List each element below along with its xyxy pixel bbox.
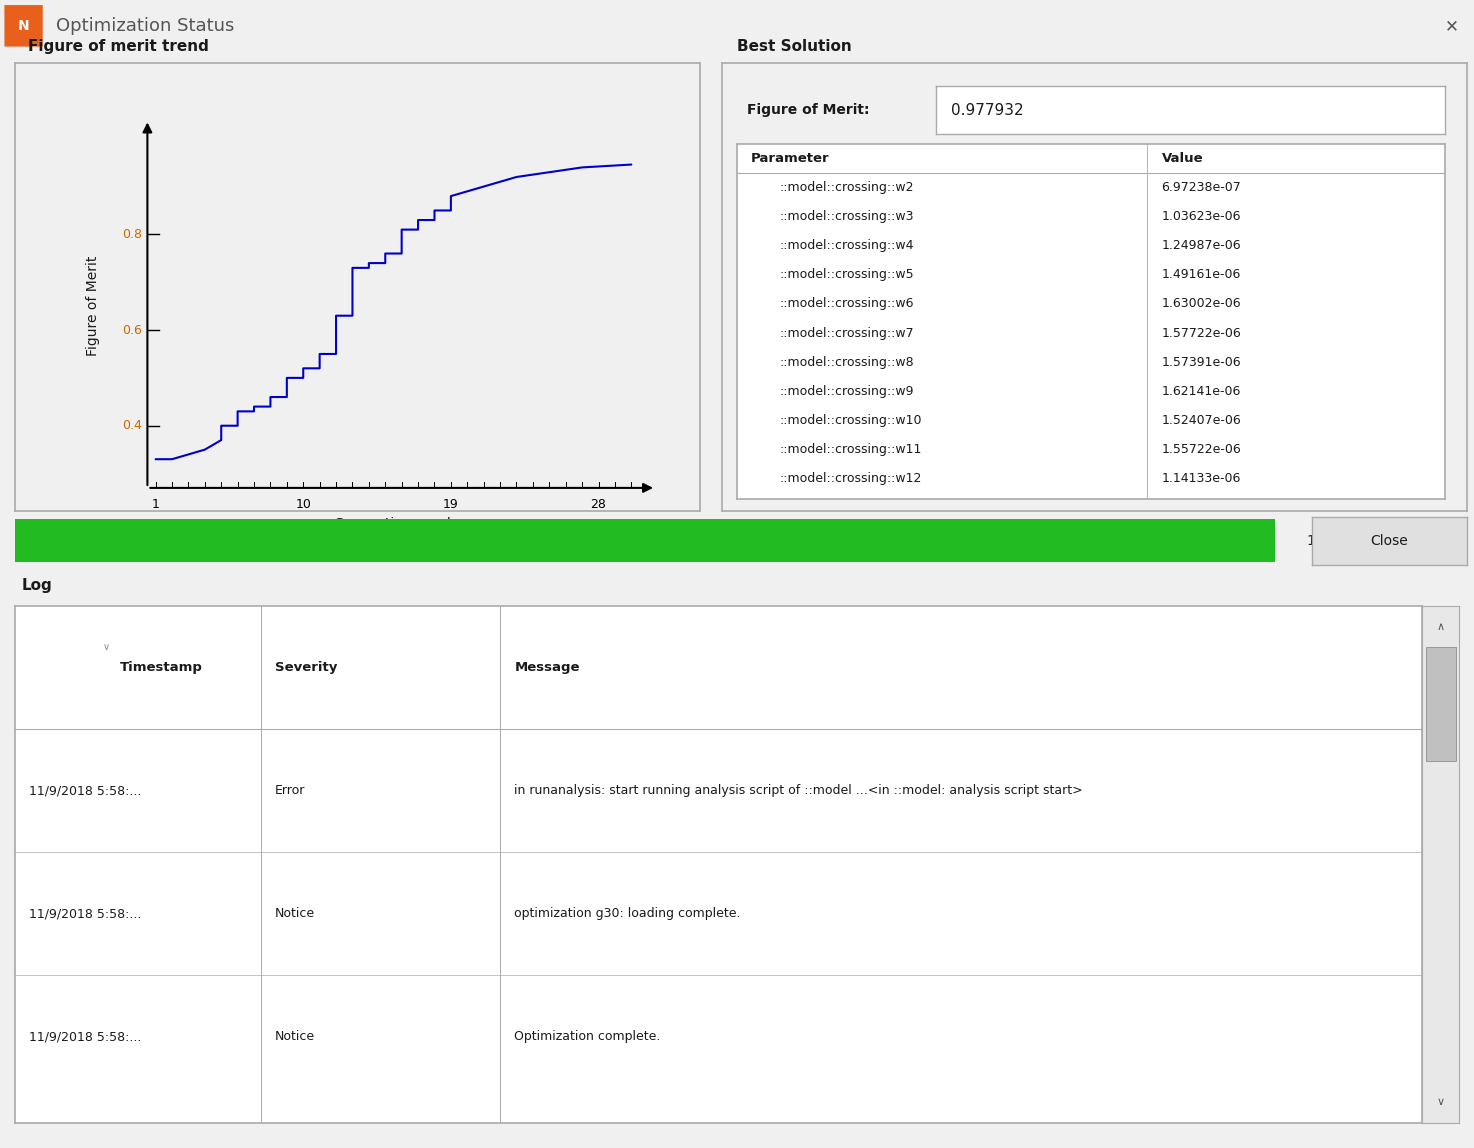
Text: ::model::crossing::w11: ::model::crossing::w11 xyxy=(780,443,921,456)
Bar xyxy=(15,852,1422,975)
Text: Notice: Notice xyxy=(276,1030,315,1044)
Text: Severity: Severity xyxy=(276,661,338,674)
Text: 100%: 100% xyxy=(1306,534,1346,548)
Text: Generation number: Generation number xyxy=(333,517,470,530)
Text: ∧: ∧ xyxy=(1437,621,1445,631)
Text: Figure of Merit: Figure of Merit xyxy=(87,256,100,356)
Text: 0.977932: 0.977932 xyxy=(951,102,1024,118)
Text: 1: 1 xyxy=(152,498,159,511)
FancyBboxPatch shape xyxy=(4,5,43,47)
Text: N: N xyxy=(18,18,29,33)
Text: Figure of Merit:: Figure of Merit: xyxy=(746,103,870,117)
Bar xyxy=(15,606,1422,729)
Text: ::model::crossing::w7: ::model::crossing::w7 xyxy=(780,327,914,340)
Text: ::model::crossing::w8: ::model::crossing::w8 xyxy=(780,356,914,369)
Text: ✕: ✕ xyxy=(1445,17,1459,34)
Text: 11/9/2018 5:58:...: 11/9/2018 5:58:... xyxy=(29,1030,142,1044)
Text: Log: Log xyxy=(22,577,53,594)
Text: Message: Message xyxy=(514,661,579,674)
Text: Error: Error xyxy=(276,784,305,797)
Text: 1.52407e-06: 1.52407e-06 xyxy=(1162,414,1241,427)
Text: 1.57722e-06: 1.57722e-06 xyxy=(1162,327,1241,340)
Text: optimization g30: loading complete.: optimization g30: loading complete. xyxy=(514,907,741,921)
Bar xyxy=(15,729,1422,852)
Text: 28: 28 xyxy=(591,498,606,511)
Text: ∨: ∨ xyxy=(103,642,109,652)
Bar xyxy=(1425,647,1455,761)
Bar xyxy=(737,144,1445,172)
Text: ::model::crossing::w10: ::model::crossing::w10 xyxy=(780,414,921,427)
Text: ::model::crossing::w4: ::model::crossing::w4 xyxy=(780,239,914,253)
Text: in runanalysis: start running analysis script of ::model ...<in ::model: analysi: in runanalysis: start running analysis s… xyxy=(514,784,1083,797)
Text: ::model::crossing::w3: ::model::crossing::w3 xyxy=(780,210,914,223)
Text: Optimization Status: Optimization Status xyxy=(56,17,234,34)
Text: 1.24987e-06: 1.24987e-06 xyxy=(1162,239,1241,253)
Text: 1.55722e-06: 1.55722e-06 xyxy=(1162,443,1241,456)
Text: 6.97238e-07: 6.97238e-07 xyxy=(1162,180,1241,194)
Text: 1.63002e-06: 1.63002e-06 xyxy=(1162,297,1241,310)
Text: 0.4: 0.4 xyxy=(122,419,143,432)
Text: 1.49161e-06: 1.49161e-06 xyxy=(1162,269,1241,281)
Text: 10: 10 xyxy=(295,498,311,511)
Text: 1.57391e-06: 1.57391e-06 xyxy=(1162,356,1241,369)
Text: 0.6: 0.6 xyxy=(122,324,143,336)
Text: 0.8: 0.8 xyxy=(122,228,143,241)
Text: ::model::crossing::w2: ::model::crossing::w2 xyxy=(780,180,914,194)
Text: 1.14133e-06: 1.14133e-06 xyxy=(1162,473,1241,486)
Text: ::model::crossing::w9: ::model::crossing::w9 xyxy=(780,385,914,398)
Text: Timestamp: Timestamp xyxy=(121,661,203,674)
Text: 1.62141e-06: 1.62141e-06 xyxy=(1162,385,1241,398)
Text: ∨: ∨ xyxy=(1437,1097,1445,1107)
Text: ::model::crossing::w5: ::model::crossing::w5 xyxy=(780,269,914,281)
Bar xyxy=(15,975,1422,1099)
Text: 11/9/2018 5:58:...: 11/9/2018 5:58:... xyxy=(29,784,142,797)
Text: Notice: Notice xyxy=(276,907,315,921)
Text: ::model::crossing::w6: ::model::crossing::w6 xyxy=(780,297,914,310)
Text: Close: Close xyxy=(1371,534,1408,548)
Text: Figure of merit trend: Figure of merit trend xyxy=(28,39,209,54)
Text: 1.03623e-06: 1.03623e-06 xyxy=(1162,210,1241,223)
Text: ::model::crossing::w12: ::model::crossing::w12 xyxy=(780,473,921,486)
Text: 11/9/2018 5:58:...: 11/9/2018 5:58:... xyxy=(29,907,142,921)
Text: Best Solution: Best Solution xyxy=(737,39,852,54)
Text: Optimization complete.: Optimization complete. xyxy=(514,1030,660,1044)
Text: 19: 19 xyxy=(444,498,458,511)
Text: Value: Value xyxy=(1162,152,1203,164)
Text: Parameter: Parameter xyxy=(752,152,830,164)
